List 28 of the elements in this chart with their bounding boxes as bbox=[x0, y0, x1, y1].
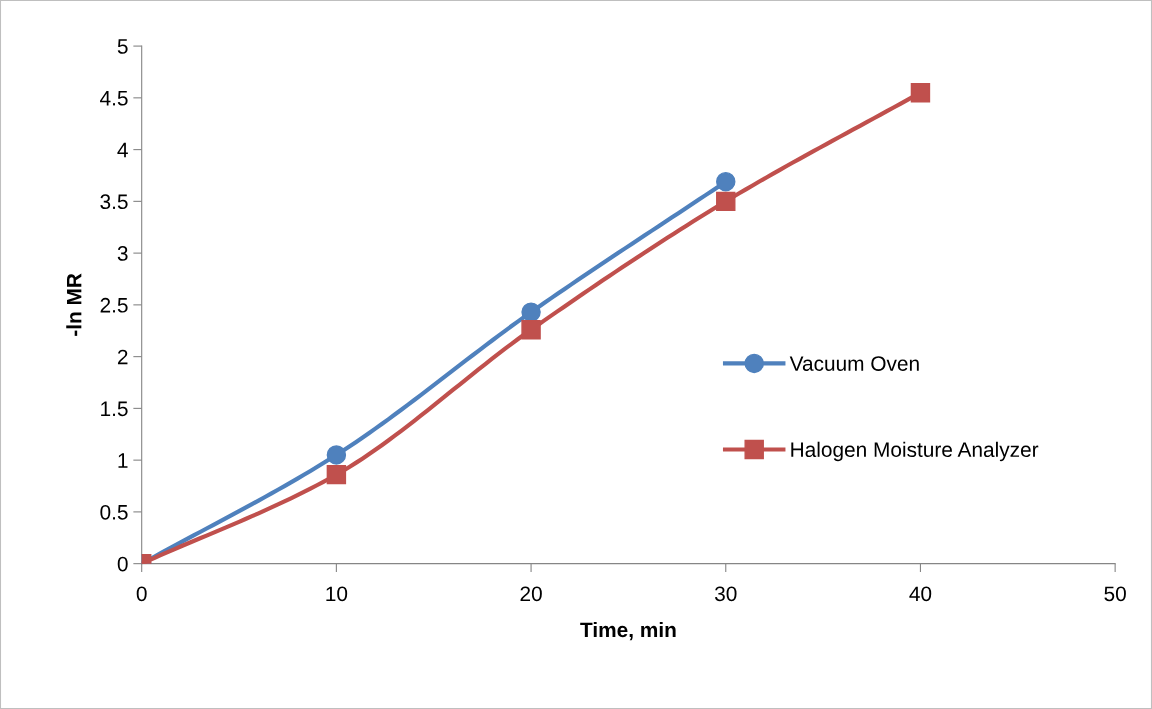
x-tick-label: 0 bbox=[136, 586, 147, 602]
y-tick-label: 3 bbox=[117, 246, 128, 261]
x-tick-label: 30 bbox=[714, 586, 737, 602]
x-axis-title: Time, min bbox=[580, 621, 676, 641]
y-axis-title: -ln MR bbox=[66, 273, 82, 336]
point bbox=[326, 445, 347, 465]
point bbox=[521, 319, 541, 340]
x-tick-label: 10 bbox=[326, 586, 348, 602]
point bbox=[910, 82, 931, 103]
x-tick-label: 40 bbox=[909, 586, 932, 602]
y-tick-label: 0.5 bbox=[100, 504, 128, 520]
y-tick-label: 0 bbox=[117, 556, 128, 572]
legend-label: Vacuum Oven bbox=[789, 356, 919, 371]
x-tick-label: 50 bbox=[1104, 586, 1126, 602]
legend-label: Halogen Moisture Analyzer bbox=[791, 441, 1039, 462]
y-tick-label: 2.5 bbox=[100, 297, 128, 313]
x-tick-label: 20 bbox=[520, 586, 542, 602]
point bbox=[326, 464, 347, 485]
point bbox=[521, 302, 541, 322]
point bbox=[716, 171, 736, 192]
y-tick-label: 1 bbox=[118, 453, 128, 468]
point bbox=[716, 191, 736, 212]
y-tick-label: 4.5 bbox=[100, 91, 128, 106]
y-tick-label: 2 bbox=[117, 349, 128, 365]
y-tick-label: 5 bbox=[117, 39, 128, 54]
y-tick-label: 4 bbox=[117, 142, 128, 158]
y-tick-label: 3.5 bbox=[100, 194, 128, 210]
y-tick-label: 1.5 bbox=[101, 401, 128, 417]
